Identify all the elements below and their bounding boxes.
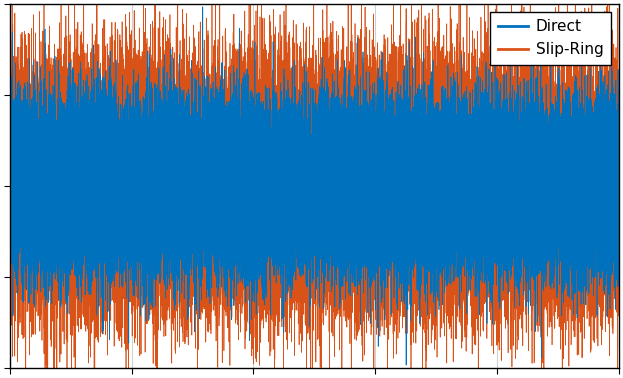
Line: Direct: Direct xyxy=(10,7,619,365)
Direct xyxy=(373,220,380,224)
Direct xyxy=(239,181,247,186)
Direct xyxy=(458,173,465,178)
Line: Slip-Ring: Slip-Ring xyxy=(10,0,619,378)
Slip-Ring xyxy=(47,171,55,176)
Legend: Direct, Slip-Ring: Direct, Slip-Ring xyxy=(490,12,611,65)
Slip-Ring xyxy=(458,159,465,163)
Direct xyxy=(47,200,55,205)
Slip-Ring xyxy=(373,210,380,215)
Direct xyxy=(153,240,160,245)
Slip-Ring xyxy=(615,177,622,181)
Direct xyxy=(336,177,344,181)
Slip-Ring xyxy=(336,184,344,189)
Slip-Ring xyxy=(239,144,247,149)
Direct xyxy=(402,363,410,367)
Direct xyxy=(615,123,622,128)
Slip-Ring xyxy=(153,110,160,114)
Direct xyxy=(6,164,14,169)
Direct xyxy=(199,5,206,9)
Slip-Ring xyxy=(6,178,14,183)
